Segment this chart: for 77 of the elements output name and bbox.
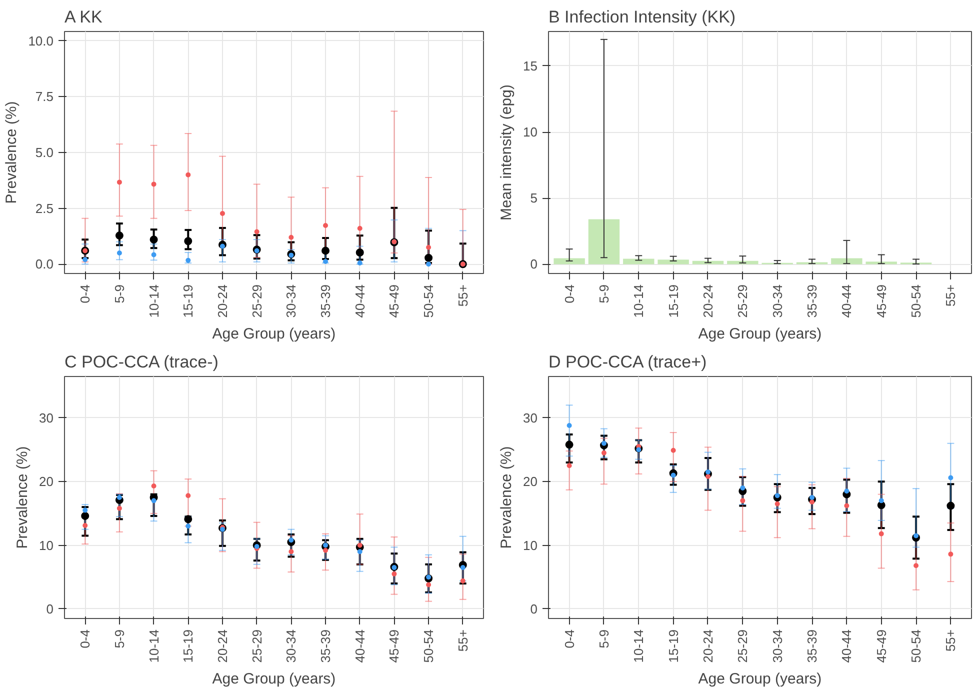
x-tick-label: 25-29	[735, 284, 750, 318]
x-tick-label: 25-29	[735, 630, 750, 663]
y-tick-label: 5	[530, 190, 538, 206]
x-tick-label: 45-49	[874, 630, 889, 663]
chart-title: B Infection Intensity (KK)	[548, 8, 736, 26]
y-tick-label: 10	[523, 124, 538, 140]
x-tick-label: 55+	[943, 284, 958, 307]
x-tick-label: 0-4	[562, 284, 577, 304]
y-tick-label: 0	[46, 601, 54, 616]
x-tick-label: 30-34	[284, 284, 299, 318]
x-axis-title: Age Group (years)	[698, 670, 822, 688]
x-tick-label: 5-9	[112, 629, 127, 648]
x-tick-label: 5-9	[596, 284, 612, 304]
x-tick-label: 35-39	[804, 630, 820, 663]
x-axis-title: Age Group (years)	[212, 670, 336, 688]
x-tick-label: 55+	[455, 629, 470, 652]
x-tick-label: 15-19	[180, 284, 196, 318]
x-tick-label: 15-19	[180, 630, 196, 663]
x-tick-label: 20-24	[700, 284, 716, 318]
x-tick-label: 20-24	[214, 284, 230, 318]
x-tick-label: 55+	[943, 629, 958, 652]
y-tick-label: 0.0	[35, 256, 54, 272]
y-tick-label: 30	[39, 410, 54, 426]
x-tick-label: 20-24	[700, 630, 716, 663]
x-tick-label: 50-54	[908, 284, 924, 318]
x-tick-label: 5-9	[112, 284, 127, 304]
x-tick-label: 40-44	[352, 630, 368, 663]
y-axis-title: Mean intensity (epg)	[498, 84, 516, 220]
x-tick-label: 30-34	[770, 284, 785, 318]
x-tick-label: 45-49	[386, 630, 402, 663]
x-tick-label: 50-54	[421, 630, 436, 663]
x-tick-label: 35-39	[318, 284, 334, 318]
x-tick-label: 40-44	[352, 284, 368, 318]
y-tick-label: 5.0	[35, 145, 54, 160]
y-tick-label: 0	[530, 256, 538, 272]
y-tick-label: 7.5	[35, 89, 54, 104]
y-axis-title: Prevalence (%)	[498, 446, 516, 549]
x-tick-label: 30-34	[284, 630, 299, 663]
y-axis-title: Prevalence (%)	[3, 101, 20, 204]
x-tick-label: 35-39	[804, 284, 820, 318]
x-tick-label: 25-29	[249, 630, 264, 663]
y-axis-title: Prevalence (%)	[14, 446, 32, 549]
chart-title: A KK	[64, 8, 103, 26]
x-tick-label: 10-14	[146, 284, 162, 318]
chart-title: C POC-CCA (trace-)	[64, 352, 218, 372]
y-tick-label: 2.5	[35, 200, 54, 216]
x-tick-label: 0-4	[78, 629, 93, 648]
x-tick-label: 55+	[455, 284, 470, 307]
x-tick-label: 40-44	[839, 630, 854, 663]
x-tick-label: 10-14	[631, 284, 646, 318]
x-tick-label: 0-4	[562, 629, 577, 648]
y-tick-label: 20	[39, 474, 54, 490]
x-tick-label: 10-14	[146, 630, 162, 663]
x-tick-label: 5-9	[596, 629, 612, 648]
x-tick-label: 20-24	[214, 630, 230, 663]
x-tick-label: 50-54	[421, 284, 436, 318]
x-tick-label: 15-19	[666, 630, 681, 663]
x-tick-label: 15-19	[666, 284, 681, 318]
y-tick-label: 30	[523, 410, 538, 426]
x-tick-label: 45-49	[874, 284, 889, 318]
x-tick-label: 25-29	[249, 284, 264, 318]
y-tick-label: 10	[523, 538, 538, 553]
x-axis-title: Age Group (years)	[698, 326, 822, 343]
y-tick-label: 10.0	[28, 33, 54, 48]
y-tick-label: 15	[523, 58, 538, 74]
x-tick-label: 40-44	[839, 284, 854, 318]
y-tick-label: 10	[39, 538, 54, 553]
y-tick-label: 0	[530, 601, 538, 616]
y-tick-label: 20	[523, 474, 538, 490]
x-axis-title: Age Group (years)	[212, 326, 336, 343]
x-tick-label: 30-34	[770, 630, 785, 663]
x-tick-label: 35-39	[318, 630, 334, 663]
x-tick-label: 45-49	[386, 284, 402, 318]
x-tick-label: 50-54	[908, 630, 924, 663]
x-tick-label: 0-4	[78, 284, 93, 304]
x-tick-label: 10-14	[631, 630, 646, 663]
chart-title: D POC-CCA (trace+)	[548, 352, 707, 372]
